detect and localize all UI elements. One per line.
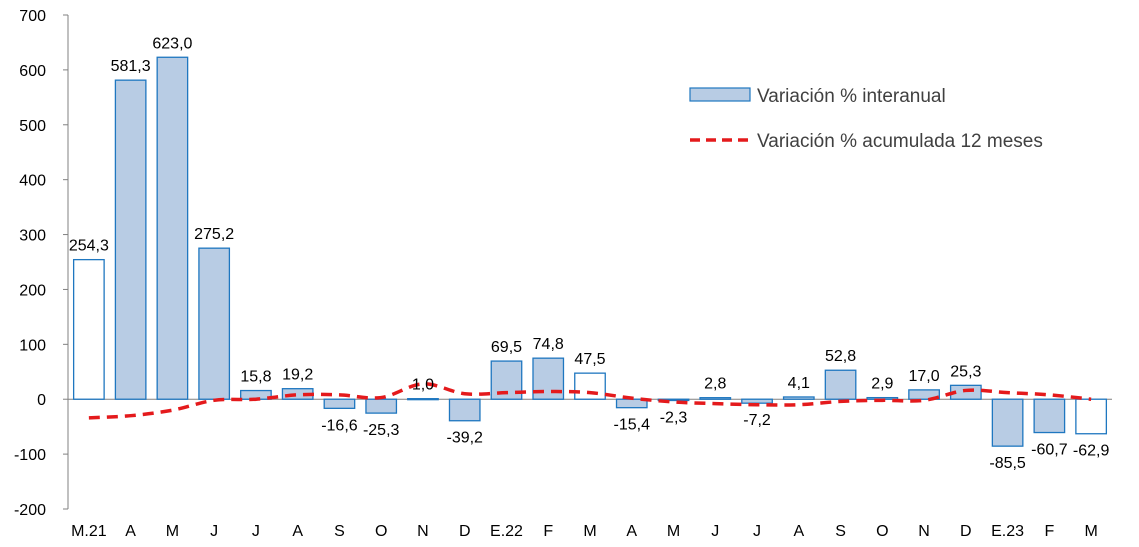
x-tick-label: A: [793, 523, 804, 540]
data-label: -15,4: [614, 417, 651, 434]
y-tick-label: 200: [19, 282, 46, 299]
x-tick-label: F: [543, 523, 553, 540]
data-label: 2,9: [871, 376, 893, 393]
data-label: 4,1: [788, 375, 810, 392]
data-label: 581,3: [111, 58, 151, 75]
data-label: 623,0: [152, 35, 192, 52]
data-label: 25,3: [950, 363, 981, 380]
bar: [365, 398, 398, 414]
x-tick-label: N: [918, 523, 930, 540]
x-tick-label: D: [459, 523, 471, 540]
data-label: 47,5: [574, 351, 605, 368]
bar: [448, 398, 481, 422]
x-tick-label: S: [835, 523, 846, 540]
bar: [407, 398, 439, 401]
x-tick-label: A: [626, 523, 637, 540]
data-label: -60,7: [1031, 442, 1068, 459]
y-tick-label: 600: [19, 63, 46, 80]
x-tick-label: M: [166, 523, 179, 540]
data-label: -25,3: [363, 422, 400, 439]
x-tick-label: A: [292, 523, 303, 540]
bar: [156, 56, 189, 400]
x-tick-label: A: [125, 523, 136, 540]
legend-label-line: Variación % acumulada 12 meses: [757, 131, 1043, 152]
data-label: 1,0: [412, 377, 434, 394]
data-label: 52,8: [825, 348, 856, 365]
x-tick-label: M: [667, 523, 680, 540]
data-label: 2,8: [704, 376, 726, 393]
x-tick-label: O: [876, 523, 888, 540]
data-label: 275,2: [194, 226, 234, 243]
bar: [991, 398, 1024, 447]
axes: -200 -100 0 100 200 300 400 500 600 700 M.21 A M J J A S…: [14, 8, 1112, 540]
data-label: -7,2: [743, 412, 771, 429]
y-tick-label: 100: [19, 337, 46, 354]
data-label: -62,9: [1073, 443, 1110, 460]
x-tick-label: M: [583, 523, 596, 540]
legend: Variación % interanual Variación % acumu…: [689, 86, 1043, 152]
cumulative-line-path: [88, 382, 1092, 420]
data-label: -39,2: [446, 430, 483, 447]
bars: [72, 56, 1108, 447]
cumulative-line: [88, 382, 1092, 420]
y-tick-label: 400: [19, 173, 46, 190]
bar: [72, 258, 105, 400]
data-label: 69,5: [491, 339, 522, 356]
x-tick-label: E.22: [490, 523, 523, 540]
legend-label-bars: Variación % interanual: [757, 86, 946, 107]
data-label: 74,8: [533, 336, 564, 353]
y-tick-label: 500: [19, 118, 46, 135]
x-tick-label: N: [417, 523, 429, 540]
x-tick-label: J: [753, 523, 761, 540]
bar: [782, 396, 815, 400]
bar: [741, 398, 773, 404]
x-tick-label: J: [210, 523, 218, 540]
data-label: 17,0: [909, 368, 940, 385]
y-tick-label: 700: [19, 8, 46, 25]
data-label: 19,2: [282, 367, 313, 384]
y-tick-label: 0: [37, 392, 46, 409]
x-tick-label: E.23: [991, 523, 1024, 540]
data-label: 15,8: [240, 369, 271, 386]
data-label: -16,6: [321, 417, 358, 434]
data-label: 254,3: [69, 238, 109, 255]
y-tick-label: -100: [14, 447, 46, 464]
bar: [574, 372, 606, 400]
bar: [1033, 398, 1066, 434]
x-tick-label: S: [334, 523, 345, 540]
x-tick-label: M: [1084, 523, 1097, 540]
data-label: -2,3: [660, 409, 688, 426]
x-tick-label: D: [960, 523, 972, 540]
legend-bar-swatch: [689, 87, 751, 102]
y-tick-label: 300: [19, 228, 46, 245]
bar: [323, 398, 356, 409]
bar: [114, 79, 147, 400]
bar: [908, 389, 940, 400]
bar: [699, 397, 732, 400]
bar: [824, 369, 857, 400]
x-tick-label: O: [375, 523, 387, 540]
bar: [657, 398, 690, 402]
x-tick-label: J: [711, 523, 719, 540]
data-label: -85,5: [989, 455, 1026, 472]
x-tick-label: M.21: [71, 523, 107, 540]
bar: [198, 247, 231, 400]
x-tick-label: J: [252, 523, 260, 540]
x-tick-label: F: [1044, 523, 1054, 540]
y-tick-label: -200: [14, 502, 46, 519]
bar: [1075, 398, 1108, 435]
